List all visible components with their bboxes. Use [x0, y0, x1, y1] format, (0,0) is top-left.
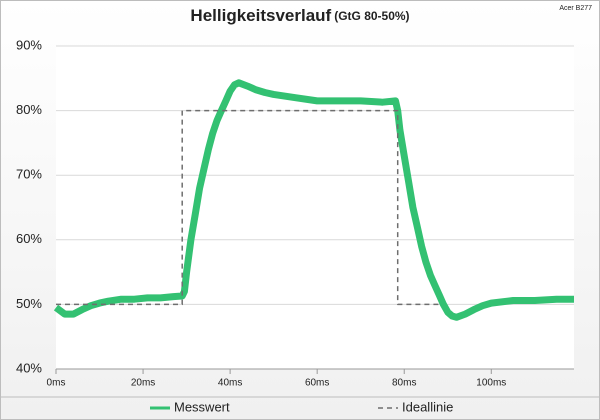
y-tick-label: 50%	[16, 296, 42, 311]
plot-area	[56, 46, 574, 369]
y-tick-label: 70%	[16, 167, 42, 182]
x-tick-label: 20ms	[131, 378, 155, 389]
y-tick-label: 40%	[16, 360, 42, 375]
y-tick-label: 80%	[16, 102, 42, 117]
subtitle: (GtG 80-50%)	[334, 9, 409, 23]
x-tick-label: 0ms	[47, 378, 66, 389]
x-tick-label: 100ms	[476, 378, 506, 389]
title: Helligkeitsverlauf	[190, 6, 331, 25]
annotation: Acer B277	[559, 5, 592, 12]
series-line	[53, 79, 574, 321]
x-tick-label: 60ms	[305, 378, 329, 389]
x-tick-label: 80ms	[392, 378, 416, 389]
chart-title: Helligkeitsverlauf (GtG 80-50%)	[190, 6, 409, 25]
x-tick-label: 40ms	[218, 378, 242, 389]
legend-label: Ideallinie	[402, 399, 453, 414]
series-line	[56, 109, 440, 306]
legend-label: Messwert	[174, 399, 230, 414]
y-tick-label: 90%	[16, 37, 42, 52]
y-tick-label: 60%	[16, 231, 42, 246]
